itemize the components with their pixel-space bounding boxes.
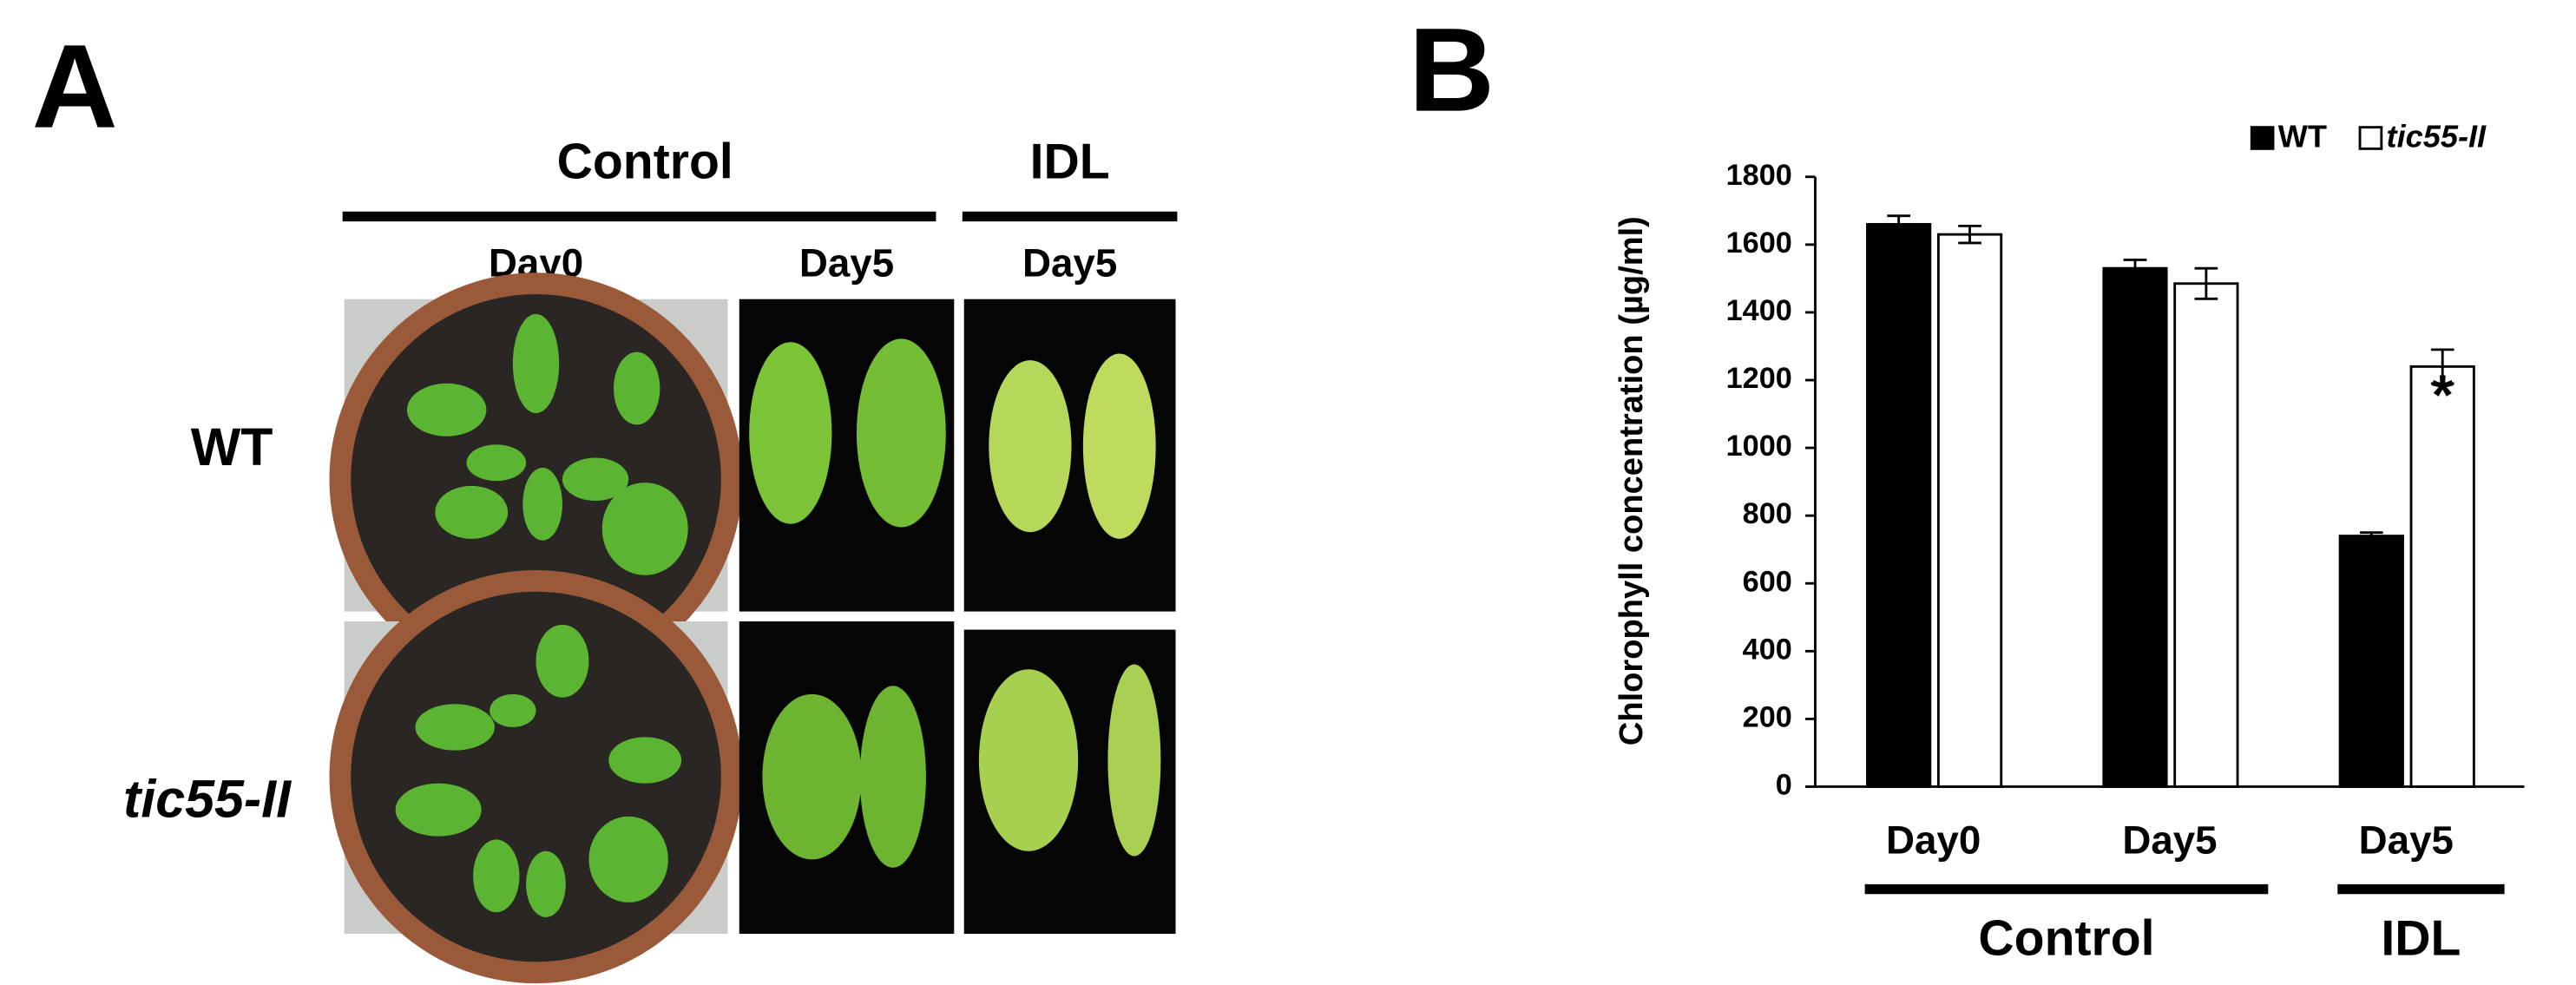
legend-swatch [2250, 126, 2275, 150]
plant-photo [329, 570, 743, 984]
column-label: Day5 [1022, 241, 1117, 286]
plot: 0 200 400 600 800 1000 1200 1400 1600 1800 * Day0 Da… [1726, 119, 2525, 967]
bar [2409, 364, 2475, 788]
y-tick-label: 400 [1743, 633, 1792, 666]
group-label: Control [557, 135, 733, 190]
y-tick-label: 1600 [1726, 227, 1792, 259]
row-label: WT [191, 417, 273, 476]
group-label: Control [1978, 911, 2154, 967]
y-tick-label: 800 [1743, 497, 1792, 530]
y-tick-label: 1000 [1726, 430, 1792, 463]
x-tick-label: Day0 [1886, 818, 1981, 862]
error-bar [1887, 214, 1910, 234]
y-tick-label: 600 [1743, 565, 1792, 598]
x-tick-label: Day5 [2359, 818, 2454, 862]
panel-label: B [1409, 4, 1495, 137]
y-tick-label: 0 [1776, 769, 1792, 802]
bar [1866, 222, 1932, 788]
error-bar [2430, 348, 2454, 385]
legend-label: WT [2278, 119, 2327, 154]
y-axis-label: Chlorophyll concentration (µg/ml) [1613, 216, 1650, 745]
error-bar [2123, 258, 2147, 279]
y-tick-label: 1800 [1726, 159, 1792, 192]
panel-label: A [32, 21, 118, 154]
row-label: tic55-II [123, 770, 292, 829]
x-tick-label: Day5 [2122, 818, 2217, 862]
photos [329, 273, 1176, 984]
y-tick-label: 200 [1743, 700, 1792, 733]
bar [2102, 266, 2168, 788]
legend-swatch [2358, 126, 2383, 150]
column-label: Day5 [799, 241, 894, 286]
error-bar [2194, 266, 2218, 300]
bar [1936, 233, 2003, 788]
bar [2173, 282, 2239, 788]
legend-label: tic55-II [2387, 119, 2487, 154]
annotation: * [2432, 364, 2454, 427]
group-label: IDL [2381, 911, 2461, 967]
error-bar [1958, 224, 1981, 245]
y-tick-label: 1400 [1726, 294, 1792, 327]
y-tick-label: 1200 [1726, 362, 1792, 395]
bar [2338, 535, 2404, 788]
group-label: IDL [1030, 135, 1110, 190]
error-bar [2359, 531, 2383, 541]
plant-photo [329, 273, 743, 686]
